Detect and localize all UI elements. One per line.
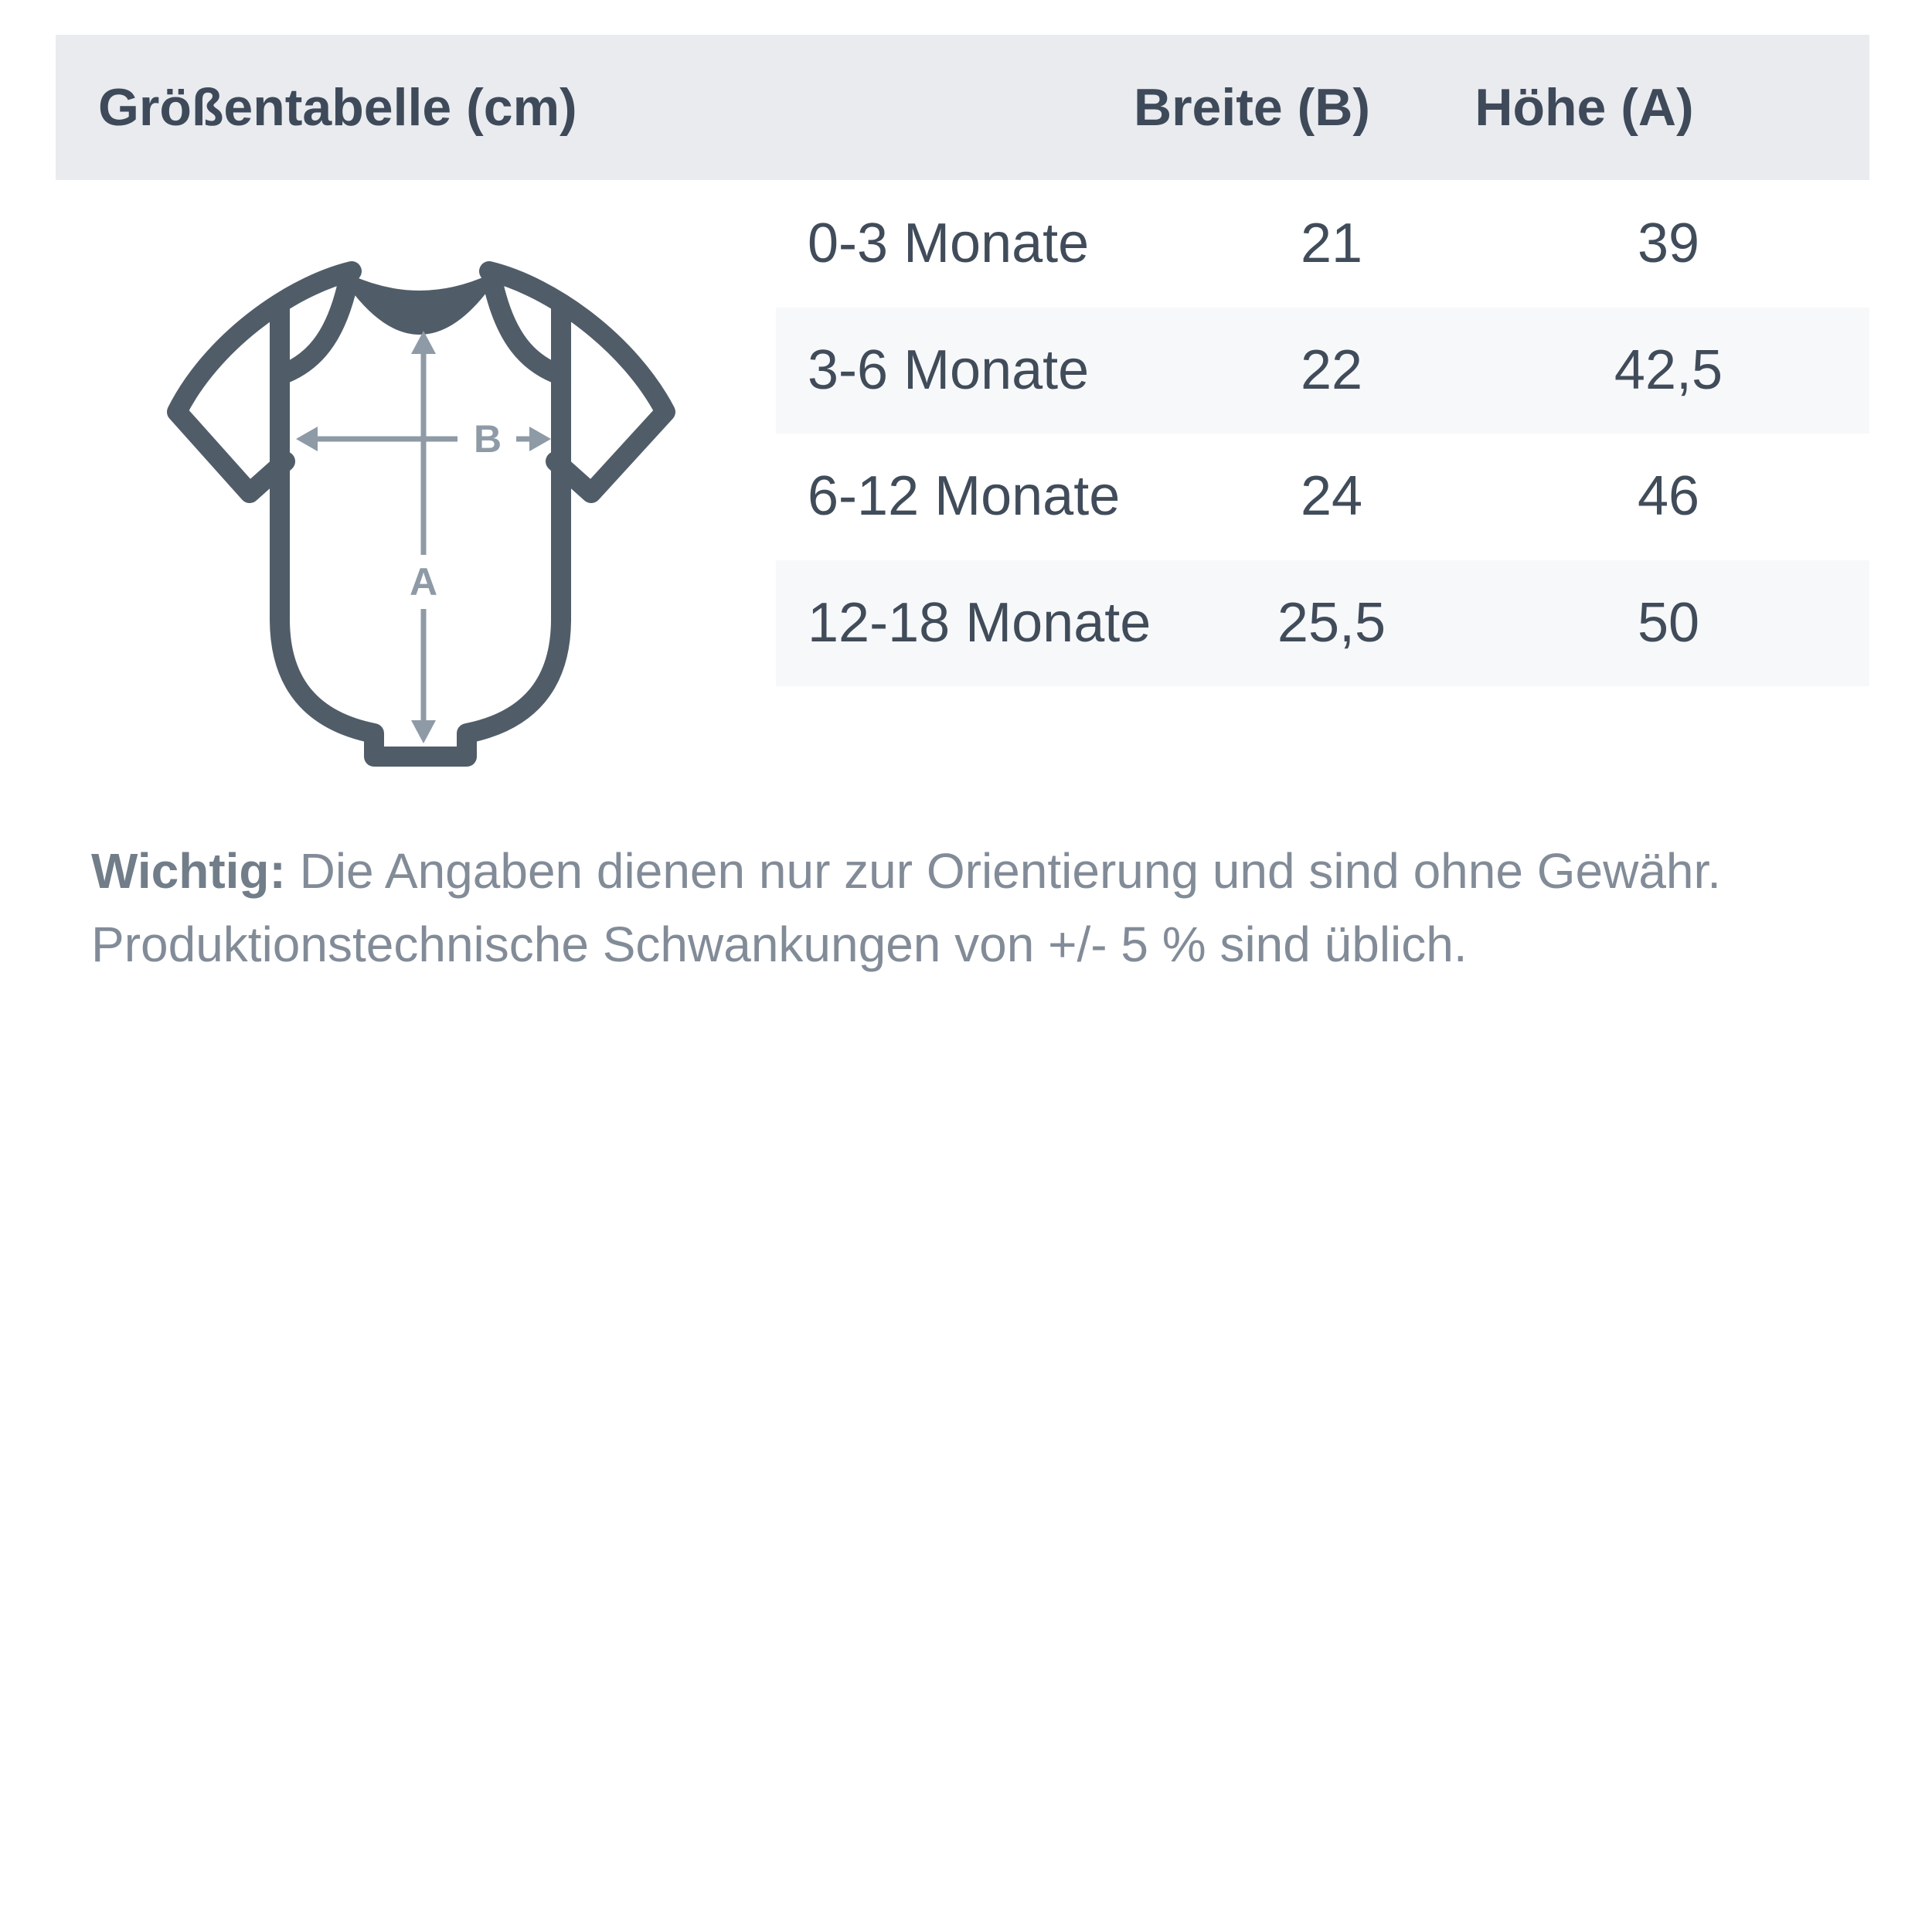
bodysuit-collar	[344, 274, 495, 335]
disclaimer-note: Wichtig: Die Angaben dienen nur zur Orie…	[91, 835, 1869, 981]
width-label: B	[474, 417, 502, 461]
size-table-title: Größentabelle (cm)	[98, 78, 577, 137]
size-row-label: 6-12 Monate	[808, 465, 1121, 527]
size-row-hoehe: 39	[1637, 213, 1700, 274]
size-row-breite: 24	[1300, 465, 1363, 527]
size-row-hoehe: 42,5	[1614, 338, 1723, 401]
size-row-hoehe: 46	[1637, 465, 1700, 527]
size-row-breite: 25,5	[1277, 591, 1386, 654]
bodysuit-right-seam	[484, 277, 566, 383]
size-table-row: 6-12 Monate 24 46	[776, 434, 1869, 560]
size-row-label: 3-6 Monate	[808, 338, 1090, 401]
height-arrowhead-top	[411, 331, 436, 354]
width-arrowhead-left	[296, 427, 318, 451]
bodysuit-left-sleeve	[167, 261, 362, 503]
disclaimer-text-2: Produktionstechnische Schwankungen von +…	[91, 917, 1468, 972]
bodysuit-diagram: B A	[167, 261, 675, 767]
size-table-rows: 0-3 Monate 21 39 3-6 Monate 22 42,5 6-12 Monat…	[776, 181, 1869, 686]
column-header-breite: Breite (B)	[1133, 78, 1371, 137]
size-row-breite: 21	[1300, 213, 1363, 274]
disclaimer-text-1: Die Angaben dienen nur zur Orientierung …	[299, 843, 1722, 899]
size-table-row: 3-6 Monate 22 42,5	[776, 307, 1869, 434]
size-row-label: 12-18 Monate	[808, 591, 1151, 654]
height-arrowhead-bottom	[411, 720, 436, 743]
size-row-label: 0-3 Monate	[808, 213, 1090, 274]
size-table-header: Größentabelle (cm) Breite (B) Höhe (A)	[56, 35, 1869, 180]
size-row-hoehe: 50	[1637, 591, 1700, 654]
disclaimer-line-2: Produktionstechnische Schwankungen von +…	[91, 908, 1869, 981]
bodysuit-right-sleeve	[479, 261, 675, 503]
size-table-row: 0-3 Monate 21 39	[776, 181, 1869, 308]
size-row-breite: 22	[1300, 338, 1363, 401]
bodysuit-torso	[270, 294, 571, 767]
width-arrowhead-right	[529, 427, 551, 451]
disclaimer-bold: Wichtig:	[91, 843, 286, 899]
height-label: A	[410, 560, 437, 604]
disclaimer-line-1: Wichtig: Die Angaben dienen nur zur Orie…	[91, 835, 1869, 908]
column-header-hoehe: Höhe (A)	[1475, 78, 1694, 137]
size-table-row: 12-18 Monate 25,5 50	[776, 560, 1869, 686]
bodysuit-left-seam	[275, 277, 357, 383]
